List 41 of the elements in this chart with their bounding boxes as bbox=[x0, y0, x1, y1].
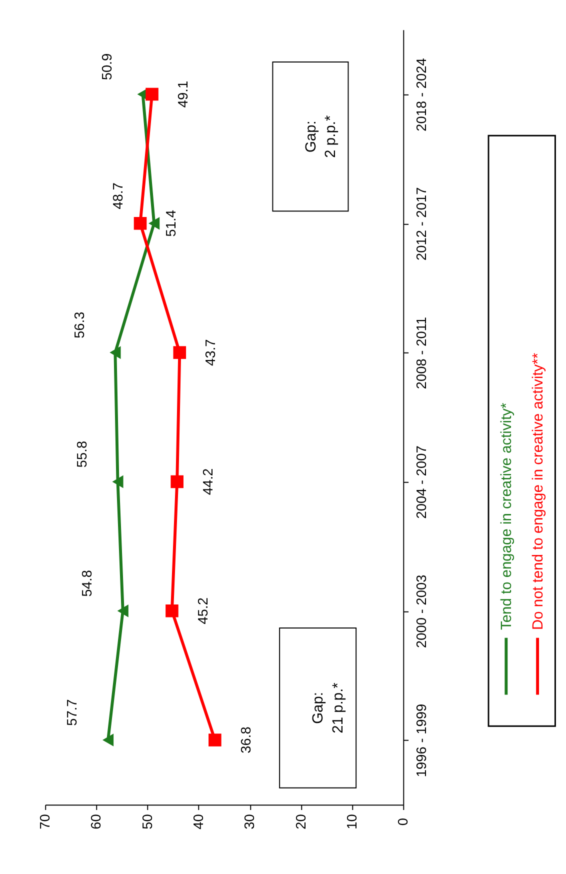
y-tick-label: 2000 - 2003 bbox=[414, 574, 430, 648]
data-label: 49.1 bbox=[175, 80, 190, 108]
x-tick-label: 20 bbox=[293, 814, 308, 830]
annotation: Gap: 2 p.p.* bbox=[303, 115, 339, 158]
point bbox=[110, 346, 121, 359]
point bbox=[102, 734, 114, 746]
x-tick-label: 30 bbox=[242, 814, 258, 830]
data-label: 55.8 bbox=[74, 440, 90, 468]
data-label: 57.7 bbox=[64, 699, 80, 726]
data-label: 48.7 bbox=[110, 182, 126, 210]
point bbox=[117, 604, 128, 618]
x-tick-label: 50 bbox=[140, 814, 155, 830]
point bbox=[173, 346, 186, 359]
x-tick-label: 0 bbox=[396, 818, 411, 826]
point bbox=[112, 475, 124, 488]
data-label: 51.4 bbox=[164, 210, 179, 237]
data-label: 36.8 bbox=[238, 726, 254, 754]
point bbox=[166, 604, 178, 618]
data-label: 54.8 bbox=[79, 570, 94, 597]
data-label: 44.2 bbox=[200, 468, 216, 496]
y-tick-label: 2008 - 2011 bbox=[414, 316, 430, 390]
y-tick-label: 2004 - 2007 bbox=[414, 446, 430, 519]
data-label: 50.9 bbox=[99, 53, 114, 80]
y-tick-label: 1996 - 1999 bbox=[414, 704, 430, 778]
point bbox=[146, 88, 158, 101]
text: Tend to engage in creative activity* bbox=[499, 402, 516, 630]
x-tick-label: 60 bbox=[88, 814, 104, 830]
data-label: 56.3 bbox=[72, 311, 87, 338]
data-label: 43.7 bbox=[202, 339, 218, 366]
x-tick-label: 10 bbox=[344, 814, 360, 830]
x-tick-label: 40 bbox=[190, 814, 206, 830]
point bbox=[134, 216, 147, 230]
text: Do not tend to engage in creative activity** bbox=[530, 352, 546, 630]
data-label: 45.2 bbox=[195, 598, 210, 624]
y-tick-label: 2012 - 2017 bbox=[414, 187, 430, 260]
point bbox=[170, 475, 184, 488]
point bbox=[208, 734, 222, 746]
annotation: Gap: 21 p.p.* bbox=[310, 682, 346, 734]
point bbox=[148, 216, 160, 230]
x-tick-label: 70 bbox=[38, 814, 53, 830]
y-tick-label: 2018 - 2024 bbox=[414, 58, 430, 132]
